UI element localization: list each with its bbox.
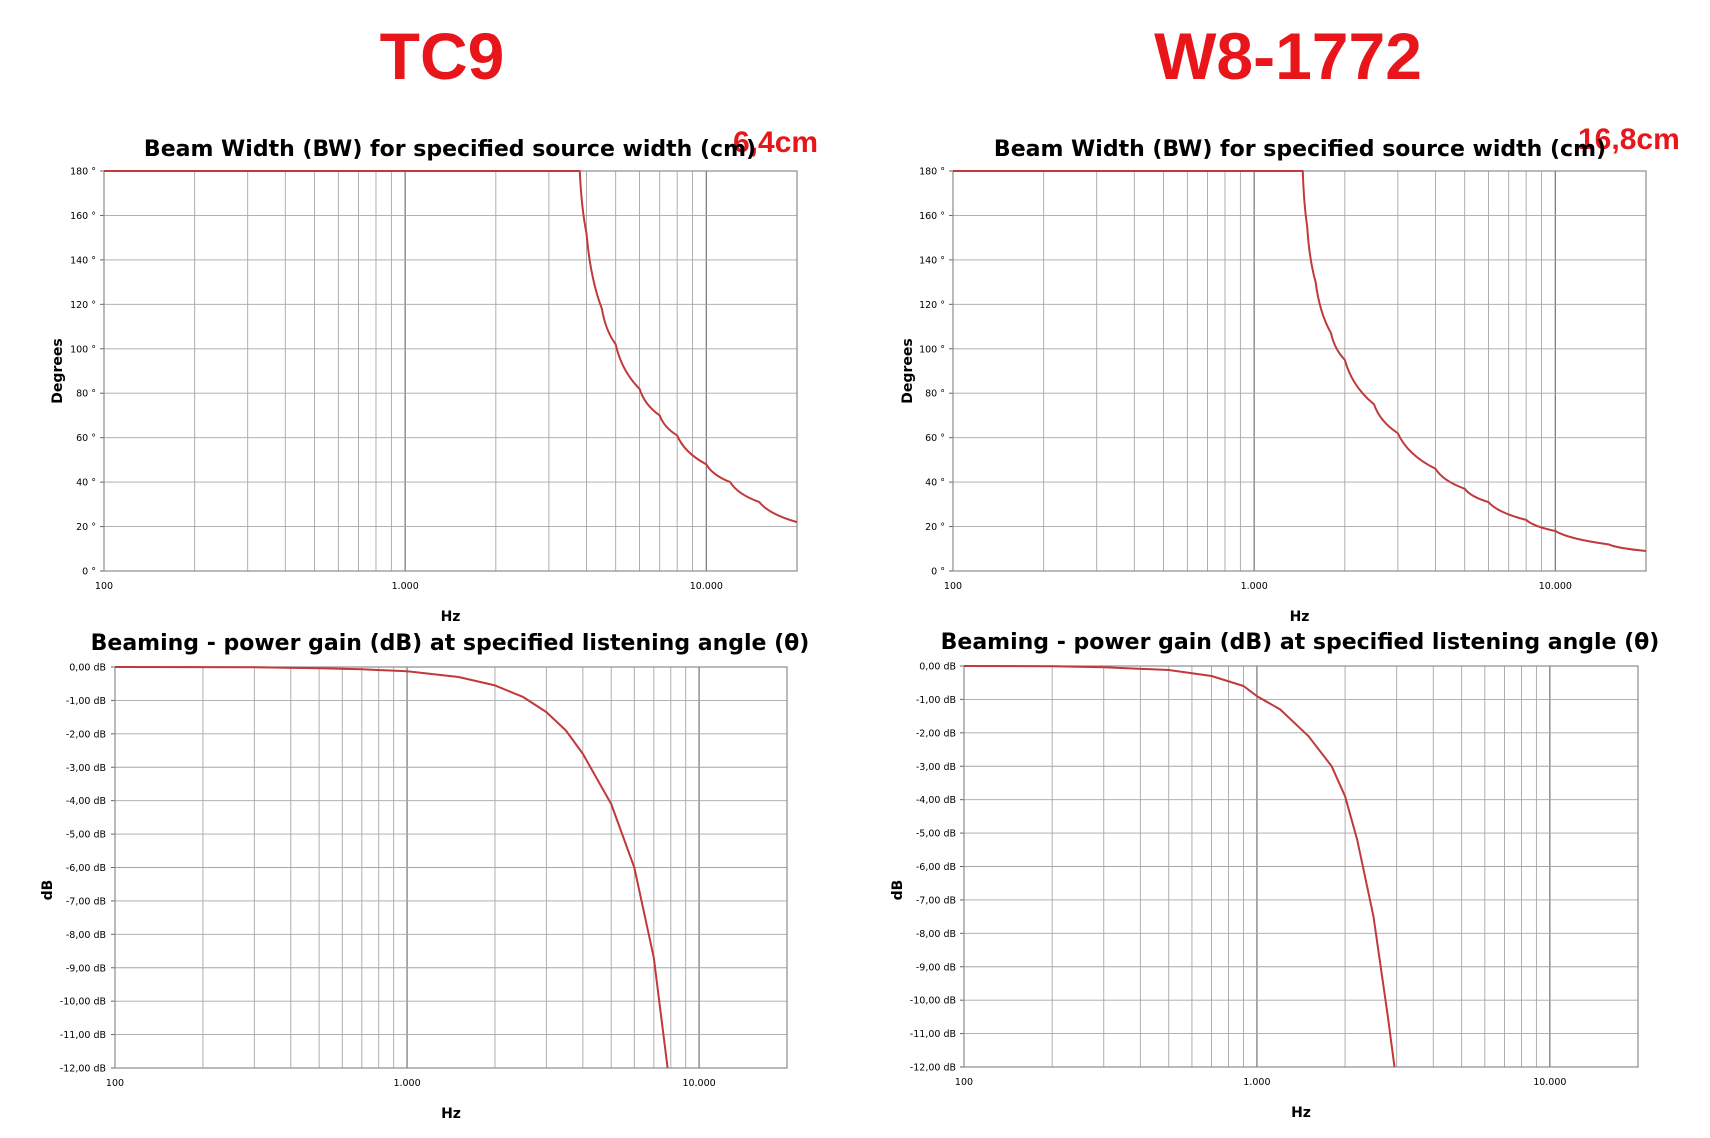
source-width-right: 16,8cm — [1578, 123, 1680, 156]
chart-title: Beam Width (BW) for specified source wid… — [144, 137, 756, 162]
y-axis-label: dB — [40, 880, 56, 901]
x-tick-label: 100 — [95, 581, 113, 592]
y-tick-label: 100 ° — [919, 344, 945, 355]
y-tick-label: -4,00 dB — [916, 795, 956, 806]
plot-area — [103, 170, 798, 572]
y-tick-label: -5,00 dB — [916, 829, 956, 840]
y-tick-label: -3,00 dB — [66, 763, 106, 774]
source-width-left: 6,4cm — [733, 126, 819, 159]
y-tick-label: -8,00 dB — [66, 930, 106, 941]
x-axis-label: Hz — [1291, 1105, 1311, 1121]
chart-title: Beaming - power gain (dB) at specified l… — [91, 631, 810, 656]
series-line — [953, 170, 1647, 552]
chart-3: 0 ° 20 ° 40 ° 60 ° 80 ° 100 ° 120 ° 140 ° 160 ° 1… — [900, 137, 1647, 625]
chart-2: 0,00 dB -1,00 dB -2,00 dB -3,00 dB -4,00 dB -… — [40, 631, 809, 1122]
y-tick-label: -9,00 dB — [916, 962, 956, 973]
series-line — [963, 665, 1396, 1068]
y-tick-label: 60 ° — [925, 433, 945, 444]
chart-4: 0,00 dB -1,00 dB -2,00 dB -3,00 dB -4,00 dB -… — [890, 630, 1659, 1121]
y-axis-label: Degrees — [900, 338, 916, 403]
y-axis-label: dB — [890, 880, 906, 901]
y-tick-label: 0 ° — [82, 567, 96, 578]
x-tick-label: 10.000 — [1539, 581, 1572, 592]
y-tick-label: -5,00 dB — [66, 830, 106, 841]
y-tick-label: 140 ° — [70, 255, 96, 266]
y-tick-label: -10,00 dB — [60, 997, 106, 1008]
y-tick-label: -6,00 dB — [66, 863, 106, 874]
y-tick-label: -12,00 dB — [60, 1064, 106, 1075]
x-tick-label: 10.000 — [682, 1078, 715, 1089]
y-tick-label: 40 ° — [76, 478, 96, 489]
x-tick-label: 100 — [944, 581, 962, 592]
chart-1: 0 ° 20 ° 40 ° 60 ° 80 ° 100 ° 120 ° 140 ° 160 ° 1… — [50, 137, 798, 625]
y-tick-label: -10,00 dB — [910, 996, 956, 1007]
plot-area — [952, 170, 1647, 572]
y-tick-label: 0,00 dB — [919, 662, 956, 673]
x-tick-label: 1.000 — [393, 1078, 420, 1089]
y-tick-label: 0 ° — [931, 567, 945, 578]
y-axis-label: Degrees — [50, 338, 66, 403]
y-tick-label: 180 ° — [70, 167, 96, 178]
chart-title: Beam Width (BW) for specified source wid… — [994, 137, 1606, 162]
series-line — [104, 170, 798, 524]
x-tick-label: 1.000 — [392, 581, 419, 592]
x-tick-label: 1.000 — [1243, 1077, 1270, 1088]
y-tick-label: 120 ° — [70, 300, 96, 311]
y-tick-label: -8,00 dB — [916, 929, 956, 940]
x-axis-label: Hz — [1290, 609, 1310, 625]
chart-title: Beaming - power gain (dB) at specified l… — [941, 630, 1660, 655]
x-tick-label: 10.000 — [690, 581, 723, 592]
x-tick-label: 10.000 — [1533, 1077, 1566, 1088]
y-tick-label: -3,00 dB — [916, 762, 956, 773]
y-tick-label: -11,00 dB — [910, 1029, 956, 1040]
x-axis-label: Hz — [441, 609, 461, 625]
model-title-right: W8-1772 — [1154, 19, 1422, 93]
y-tick-label: 80 ° — [925, 389, 945, 400]
y-tick-label: 80 ° — [76, 389, 96, 400]
y-tick-label: 20 ° — [76, 522, 96, 533]
y-tick-label: 20 ° — [925, 522, 945, 533]
y-tick-label: -11,00 dB — [60, 1030, 106, 1041]
y-tick-label: -6,00 dB — [916, 862, 956, 873]
y-tick-label: -7,00 dB — [66, 896, 106, 907]
y-tick-label: 120 ° — [919, 300, 945, 311]
x-tick-label: 1.000 — [1241, 581, 1268, 592]
model-title-left: TC9 — [379, 19, 505, 93]
y-tick-label: -7,00 dB — [916, 895, 956, 906]
y-tick-label: 180 ° — [919, 167, 945, 178]
y-tick-label: 160 ° — [70, 211, 96, 222]
y-tick-label: -1,00 dB — [66, 696, 106, 707]
y-tick-label: -12,00 dB — [910, 1063, 956, 1074]
y-tick-label: 160 ° — [919, 211, 945, 222]
y-tick-label: -9,00 dB — [66, 963, 106, 974]
x-axis-label: Hz — [441, 1106, 461, 1122]
y-tick-label: -2,00 dB — [916, 728, 956, 739]
x-tick-label: 100 — [106, 1078, 124, 1089]
y-tick-label: 0,00 dB — [69, 663, 106, 674]
x-tick-label: 100 — [955, 1077, 973, 1088]
y-tick-label: -2,00 dB — [66, 729, 106, 740]
series-line — [114, 666, 669, 1069]
y-tick-label: 140 ° — [919, 255, 945, 266]
plot-area — [963, 665, 1639, 1068]
y-tick-label: -4,00 dB — [66, 796, 106, 807]
y-tick-label: 40 ° — [925, 478, 945, 489]
y-tick-label: 100 ° — [70, 344, 96, 355]
y-tick-label: 60 ° — [76, 433, 96, 444]
plot-area — [114, 666, 788, 1069]
y-tick-label: -1,00 dB — [916, 695, 956, 706]
